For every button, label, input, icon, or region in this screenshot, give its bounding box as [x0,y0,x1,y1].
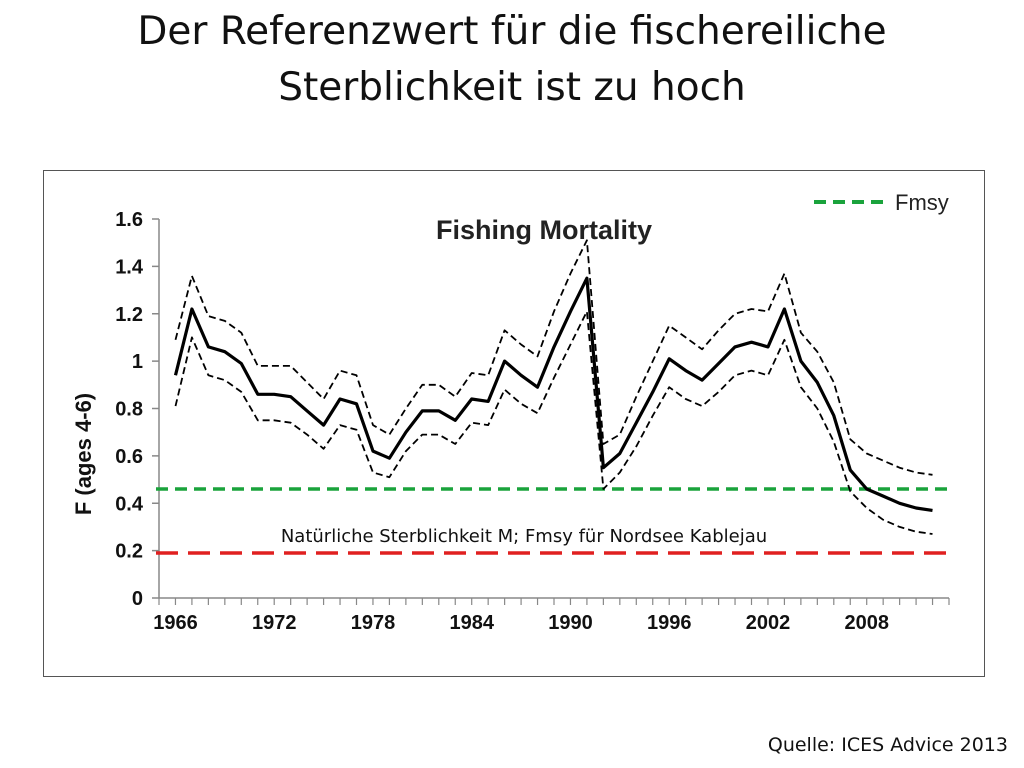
x-tick-label: 2008 [844,612,889,634]
y-axis-label: F (ages 4-6) [71,393,96,515]
source-note: Quelle: ICES Advice 2013 [767,734,1008,756]
upper-confidence-line [174,239,933,476]
lower-confidence-line [174,310,933,535]
x-tick-label: 2002 [746,612,791,634]
x-tick-label: 1978 [351,612,396,634]
slide-title-line-1: Der Referenzwert für die fischereiliche [137,9,887,54]
y-tick-label: 0.2 [115,541,143,563]
fishing-mortality-chart: 0 0.2 0.4 0.6 0.8 1 1.2 1.4 1.6 1966 1972 1978 1984 1… [71,190,950,634]
x-tick-label: 1966 [153,612,198,634]
slide-title: Der Referenzwert für die fischereiliche … [0,4,1024,116]
chart-frame: 0 0.2 0.4 0.6 0.8 1 1.2 1.4 1.6 1966 1972 1978 1984 1… [43,170,985,677]
y-tick-label: 1.6 [115,209,143,231]
slide-title-line-2: Sterblichkeit ist zu hoch [278,65,746,110]
legend: Fmsy [814,190,949,215]
y-tick-label: 0.4 [115,493,144,515]
x-tick-label: 1990 [548,612,593,634]
fishing-mortality-line [173,276,933,512]
chart-title: Fishing Mortality [436,215,652,245]
y-tick-label: 1.4 [115,256,144,278]
reference-annotation: Natürliche Sterblichkeit M; Fmsy für Nor… [281,526,767,547]
y-tick-label: 1 [132,351,143,373]
x-tick-label: 1984 [449,612,494,634]
y-tick-label: 0.8 [115,399,143,421]
x-tick-label: 1996 [647,612,692,634]
y-tick-label: 1.2 [115,304,143,326]
x-tick-label: 1972 [252,612,297,634]
y-tick-label: 0 [132,588,143,610]
legend-fmsy-label: Fmsy [895,190,949,215]
y-tick-label: 0.6 [115,446,143,468]
